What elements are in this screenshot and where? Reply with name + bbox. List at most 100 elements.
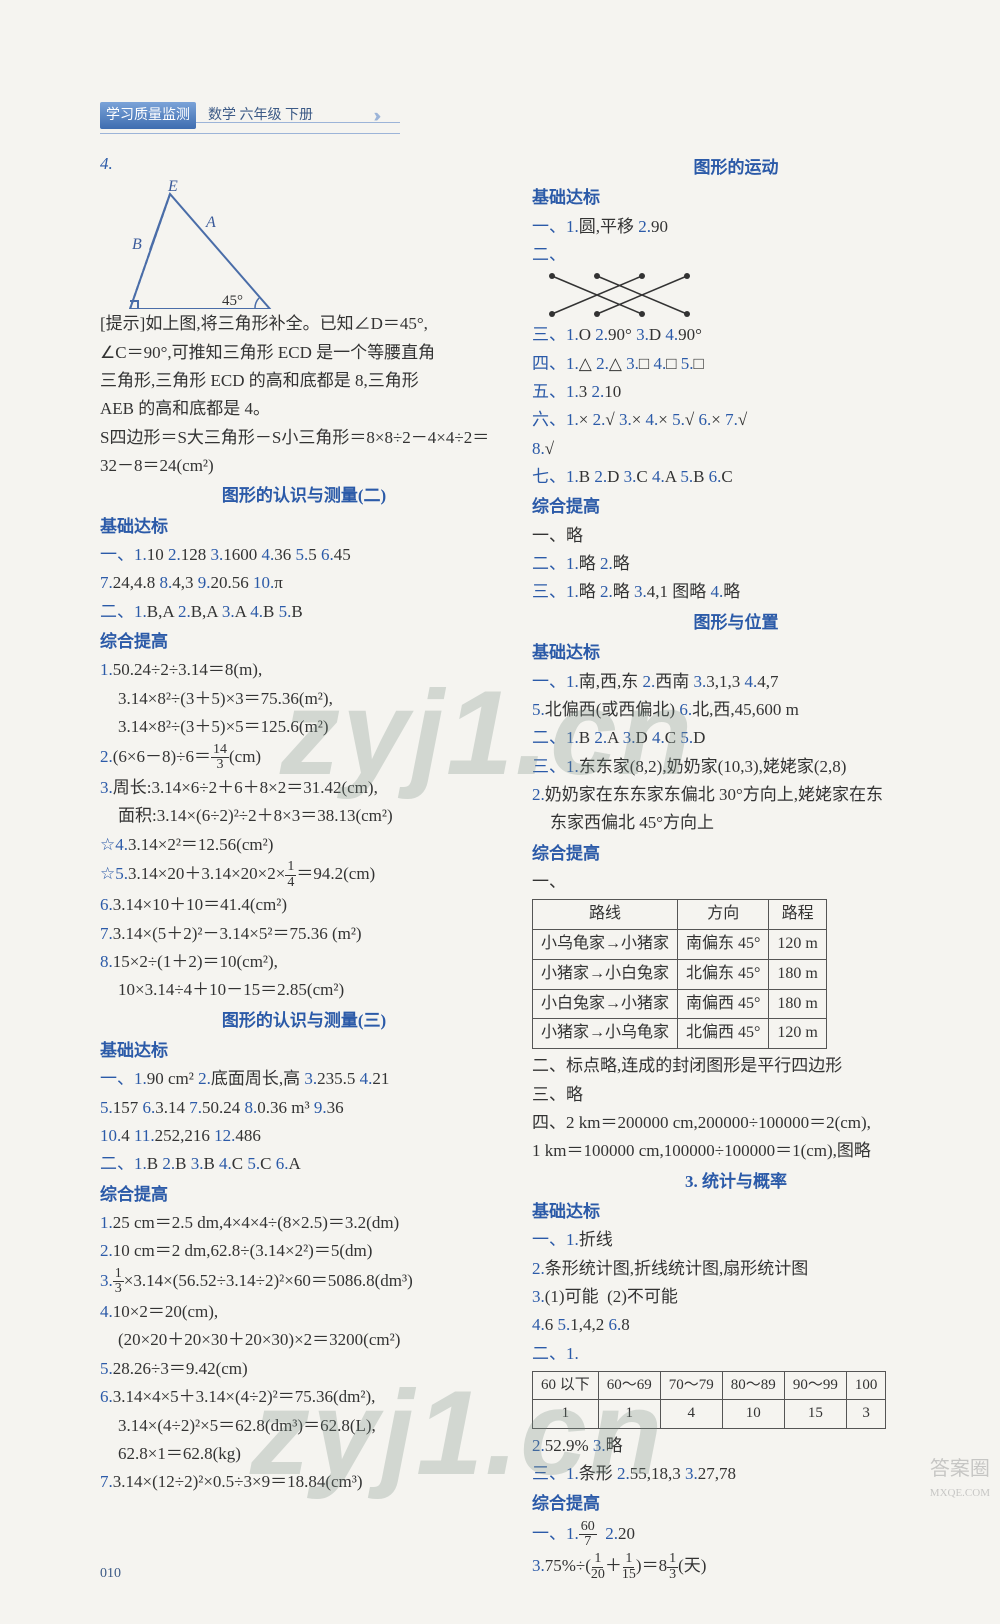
cell: 南偏西 45° <box>678 989 769 1019</box>
corner-l2: MXQE.COM <box>930 1485 990 1502</box>
score-table: 60 以下60～6970～7980～8990～99100 11410153 <box>532 1371 886 1429</box>
po-z3: 三、略 <box>532 1082 940 1108</box>
s3-q1: 一、1.90 cm² 2.底面周长,高 3.235.5 4.21 <box>100 1066 508 1092</box>
cell: 1 <box>598 1400 660 1428</box>
mo-q1: 一、1.圆,平移 2.90 <box>532 214 940 240</box>
th-dist: 路程 <box>769 900 826 930</box>
s2-z4: ☆4.3.14×2²＝12.56(cm²) <box>100 832 508 858</box>
q4-expl-2: 三角形,三角形 ECD 的高和底都是 8,三角形 <box>100 368 508 394</box>
cell: 小猪家→小白兔家 <box>533 959 678 989</box>
cell: 60～69 <box>598 1372 660 1400</box>
th-dir: 方向 <box>678 900 769 930</box>
left-column: 4. E A B C D 45° [提示]如上图,将三角形补全。已知∠D＝45°… <box>100 151 508 1584</box>
s2-z3: 3.周长:3.14×6÷2＋6＋8×2＝31.42(cm), <box>100 775 508 801</box>
sec-pos: 图形与位置 <box>532 610 940 636</box>
po-q2: 二、1.B 2.A 3.D 4.C 5.D <box>532 725 940 751</box>
mo-q7: 七、1.B 2.D 3.C 4.A 5.B 6.C <box>532 464 940 490</box>
s2-q2: 二、1.B,A 2.B,A 3.A 4.B 5.B <box>100 599 508 625</box>
po-z4b: 1 km＝100000 cm,100000÷100000＝1(cm),图略 <box>532 1138 940 1164</box>
sec3-title: 图形的认识与测量(三) <box>100 1008 508 1034</box>
s2-jichu: 基础达标 <box>100 514 508 540</box>
s3-q2: 二、1.B 2.B 3.B 4.C 5.C 6.A <box>100 1151 508 1177</box>
s3-z2: 2.10 cm＝2 dm,62.8÷(3.14×2²)＝5(dm) <box>100 1238 508 1264</box>
s2-z7: 7.3.14×(5＋2)²－3.14×5²＝75.36 (m²) <box>100 921 508 947</box>
q4-expl-4: S四边形＝S大三角形－S小三角形＝8×8÷2－4×4÷2＝ <box>100 425 508 451</box>
st-jichu: 基础达标 <box>532 1199 940 1225</box>
mo-q3: 三、1.O 2.90° 3.D 4.90° <box>532 322 940 348</box>
cell: 15 <box>784 1400 846 1428</box>
cell: 80～89 <box>722 1372 784 1400</box>
cell: 180 m <box>769 989 826 1019</box>
q4-expl-5: 32－8＝24(cm²) <box>100 453 508 479</box>
cell: 北偏东 45° <box>678 959 769 989</box>
st-q3: 3.(1)可能 (2)不可能 <box>532 1284 940 1310</box>
po-q3c: 东家西偏北 45°方向上 <box>550 810 940 836</box>
mo-q6b: 8.√ <box>532 436 940 462</box>
s2-q1: 一、1.10 2.128 3.1600 4.36 5.5 6.45 <box>100 542 508 568</box>
svg-text:A: A <box>205 214 216 231</box>
s2-z8: 8.15×2÷(1＋2)＝10(cm²), <box>100 949 508 975</box>
s2-z3b: 面积:3.14×(6÷2)²÷2＋8×3＝38.13(cm²) <box>118 803 508 829</box>
s3-q1c: 10.4 11.252,216 12.486 <box>100 1123 508 1149</box>
po-q3a: 三、1.东东家(8,2),奶奶家(10,3),姥姥家(2,8) <box>532 754 940 780</box>
mo-z3: 三、1.略 2.略 3.4,1 图略 4.略 <box>532 579 940 605</box>
right-column: 图形的运动 基础达标 一、1.圆,平移 2.90 二、 三、1.O 2.90° … <box>532 151 940 1584</box>
sec-stat: 3. 统计与概率 <box>532 1169 940 1195</box>
s3-z4: 4.10×2＝20(cm), <box>100 1299 508 1325</box>
st-z1: 一、1.607 2.20 <box>532 1520 940 1550</box>
cell: 180 m <box>769 959 826 989</box>
st-tpre: 二、1. <box>532 1341 940 1367</box>
cell: 90～99 <box>784 1372 846 1400</box>
mo-q4: 四、1.△ 2.△ 3.□ 4.□ 5.□ <box>532 351 940 377</box>
mo-q5: 五、1.3 2.10 <box>532 379 940 405</box>
s2-z1b: 3.14×8²÷(3＋5)×3＝75.36(m²), <box>118 686 508 712</box>
cell: 1 <box>533 1400 599 1428</box>
st-t2: 2.52.9% 3.略 <box>532 1433 940 1459</box>
cell: 120 m <box>769 930 826 960</box>
po-z4a: 四、2 km＝200000 cm,200000÷100000＝2(cm), <box>532 1110 940 1136</box>
mo-jichu: 基础达标 <box>532 185 940 211</box>
header-tag: 学习质量监测 <box>100 102 196 130</box>
cell: 10 <box>722 1400 784 1428</box>
s3-z4b: (20×20＋20×30＋20×30)×2＝3200(cm²) <box>118 1327 508 1353</box>
po-zonghe: 综合提高 <box>532 841 940 867</box>
s3-z7: 7.3.14×(12÷2)²×0.5÷3×9＝18.84(cm³) <box>100 1469 508 1495</box>
cell: 70～79 <box>660 1372 722 1400</box>
triangle-figure: E A B C D 45° <box>100 179 280 309</box>
q4-label: 4. <box>100 154 113 173</box>
s2-z5: ☆5.3.14×20＋3.14×20×2×14＝94.2(cm) <box>100 860 508 890</box>
s3-z6c: 62.8×1＝62.8(kg) <box>118 1441 508 1467</box>
s2-z2: 2.(6×6－8)÷6＝143(cm) <box>100 743 508 773</box>
cell: 4 <box>660 1400 722 1428</box>
cross-diagram <box>542 270 702 320</box>
po-z2: 二、标点略,连成的封闭图形是平行四边形 <box>532 1053 940 1079</box>
po-jichu: 基础达标 <box>532 640 940 666</box>
s3-z6b: 3.14×(4÷2)²×5＝62.8(dm³)＝62.8(L), <box>118 1413 508 1439</box>
mo-z2: 二、1.略 2.略 <box>532 551 940 577</box>
st-q5: 三、1.条形 2.55,18,3 3.27,78 <box>532 1461 940 1487</box>
s2-q1b: 7.24,4.8 8.4,3 9.20.56 10.π <box>100 570 508 596</box>
s3-z6: 6.3.14×4×5＋3.14×(4÷2)²＝75.36(dm²), <box>100 1384 508 1410</box>
page-number: 010 <box>100 1563 121 1585</box>
q4-expl-0: [提示]如上图,将三角形补全。已知∠D＝45°, <box>100 311 508 337</box>
sec2-title: 图形的认识与测量(二) <box>100 483 508 509</box>
po-z1l: 一、 <box>532 869 940 895</box>
po-q1: 一、1.南,西,东 2.西南 3.3,1,3 4.4,7 <box>532 669 940 695</box>
corner-brand: 答案圈 MXQE.COM <box>930 1454 990 1502</box>
s3-z5: 5.28.26÷3＝9.42(cm) <box>100 1356 508 1382</box>
cell: 小乌龟家→小猪家 <box>533 930 678 960</box>
cell: 3 <box>846 1400 886 1428</box>
st-q2: 2.条形统计图,折线统计图,扇形统计图 <box>532 1256 940 1282</box>
svg-text:B: B <box>132 236 142 253</box>
mo-z1: 一、略 <box>532 523 940 549</box>
svg-text:45°: 45° <box>222 293 243 309</box>
s3-z1: 1.25 cm＝2.5 dm,4×4×4÷(8×2.5)＝3.2(dm) <box>100 1210 508 1236</box>
cell: 100 <box>846 1372 886 1400</box>
s2-zonghe: 综合提高 <box>100 629 508 655</box>
svg-text:E: E <box>167 179 178 195</box>
po-q3b: 2.奶奶家在东东家东偏北 30°方向上,姥姥家在东 <box>532 782 940 808</box>
cell: 小猪家→小乌龟家 <box>533 1019 678 1049</box>
q4-expl-1: ∠C＝90°,可推知三角形 ECD 是一个等腰直角 <box>100 340 508 366</box>
po-q1b: 5.北偏西(或西偏北) 6.北,西,45,600 m <box>532 697 940 723</box>
cell: 南偏东 45° <box>678 930 769 960</box>
